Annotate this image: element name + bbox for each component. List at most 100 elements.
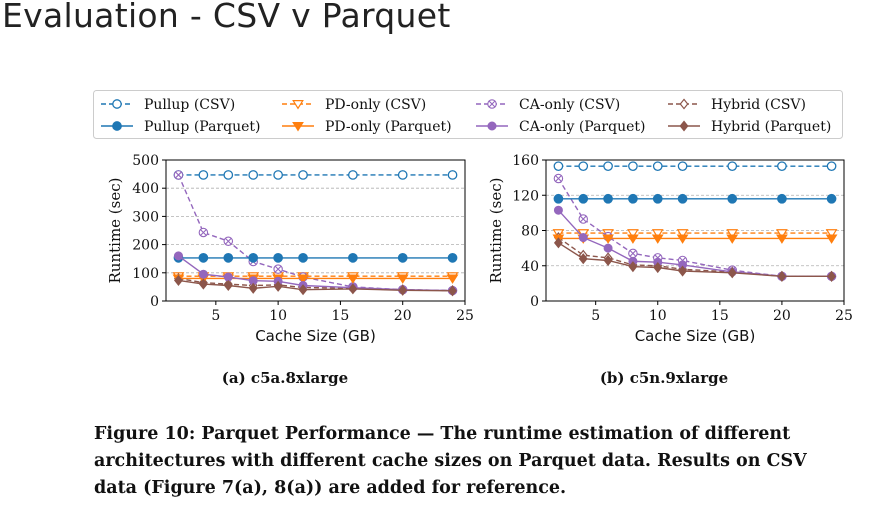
slide-title: Evaluation - CSV v Parquet — [2, 0, 451, 35]
figure-caption: Figure 10: Parquet Performance — The run… — [94, 424, 807, 498]
series-ca-only-parquet — [553, 205, 837, 281]
x-tick-label: 5 — [211, 308, 220, 324]
data-point — [628, 248, 638, 259]
data-point — [827, 270, 837, 282]
series-hybrid-parquet — [174, 274, 457, 297]
data-point — [777, 193, 787, 204]
legend-marker — [487, 121, 497, 131]
data-point — [651, 234, 664, 244]
y-axis-label: Runtime (sec) — [487, 178, 505, 284]
series-pd-only-parquet — [552, 234, 838, 244]
data-point — [678, 265, 688, 277]
x-tick-label: 25 — [456, 308, 474, 324]
data-point — [627, 229, 639, 239]
subfigure-caption: (b) c5n.9xlarge — [600, 369, 728, 387]
data-point — [198, 227, 209, 238]
data-point — [223, 272, 233, 282]
legend-marker — [292, 100, 304, 110]
data-point — [248, 282, 258, 294]
data-point — [652, 193, 663, 204]
data-point — [198, 170, 209, 180]
legend-label: CA-only (CSV) — [519, 97, 620, 113]
data-point — [248, 170, 259, 180]
series-hybrid-csv — [553, 231, 837, 282]
data-point — [652, 161, 663, 172]
legend-marker — [112, 121, 122, 131]
data-point — [173, 170, 184, 180]
y-tick-label: 40 — [521, 259, 539, 275]
data-point — [826, 193, 837, 204]
data-point — [198, 278, 208, 290]
y-tick-label: 200 — [132, 238, 159, 254]
legend-label: Pullup (Parquet) — [144, 119, 260, 135]
y-tick-label: 400 — [132, 181, 159, 197]
data-point — [727, 193, 738, 204]
series-pullup-parquet — [173, 253, 458, 263]
data-point — [397, 170, 408, 180]
data-point — [578, 214, 588, 224]
data-point — [603, 161, 613, 172]
data-point — [223, 279, 233, 292]
data-point — [448, 285, 457, 297]
x-tick-label: 15 — [711, 308, 729, 324]
series-pullup-parquet — [553, 193, 837, 204]
data-point — [298, 253, 308, 263]
figure-canvas: Pullup (CSV) PD-only (CSV) CA-only (CSV) Hy… — [93, 90, 853, 387]
data-point — [603, 243, 613, 253]
data-point — [826, 161, 837, 172]
data-point — [578, 253, 588, 265]
x-tick-label: 20 — [394, 308, 412, 324]
data-point — [553, 173, 564, 184]
data-point — [726, 234, 739, 244]
data-point — [603, 254, 613, 267]
y-tick-label: 160 — [512, 153, 539, 169]
data-point — [578, 161, 589, 172]
x-tick-label: 10 — [269, 308, 287, 324]
legend-item-hybrid-csv: Hybrid (CSV) — [668, 97, 806, 113]
data-point — [628, 161, 638, 172]
data-point — [348, 253, 358, 263]
y-axis-label: Runtime (sec) — [106, 178, 124, 284]
data-point — [676, 234, 689, 244]
data-point — [603, 193, 613, 204]
chart-panel-a: 0 100 200 300 400 500 5 10 15 20 25 Cache Size (GB)… — [106, 153, 474, 387]
data-point — [298, 170, 308, 180]
y-tick-label: 100 — [132, 266, 159, 282]
chart-panel-b: 0 40 80 120 160 5 10 15 20 25 Cache Size (GB) Runti… — [487, 153, 853, 387]
legend-marker — [292, 122, 304, 132]
data-point — [777, 161, 787, 172]
data-point — [628, 193, 638, 204]
series-line — [558, 242, 832, 277]
legend-label: Pullup (CSV) — [144, 97, 235, 113]
data-point — [627, 234, 639, 244]
plot-frame — [545, 159, 845, 302]
x-axis-label: Cache Size (GB) — [635, 327, 756, 345]
series-hybrid-parquet — [553, 237, 837, 282]
legend-item-hybrid-parquet: Hybrid (Parquet) — [668, 119, 831, 135]
data-point — [223, 253, 234, 263]
legend-item-pd-only-parquet: PD-only (Parquet) — [282, 119, 452, 135]
legend-label: Hybrid (Parquet) — [711, 119, 831, 135]
data-point — [174, 274, 183, 286]
y-tick-label: 80 — [521, 224, 539, 240]
data-point — [398, 284, 408, 296]
data-point — [173, 251, 183, 261]
data-point — [447, 170, 458, 180]
y-tick-label: 0 — [150, 294, 159, 310]
data-point — [677, 193, 688, 204]
legend-label: CA-only (Parquet) — [519, 119, 645, 135]
data-point — [396, 274, 409, 284]
x-tick-label: 15 — [332, 308, 350, 324]
data-point — [273, 170, 283, 180]
data-point — [553, 237, 563, 249]
data-point — [198, 269, 208, 279]
data-point — [602, 234, 614, 244]
data-point — [726, 229, 739, 239]
data-point — [776, 229, 788, 239]
data-point — [727, 267, 737, 279]
data-point — [628, 261, 638, 273]
legend-item-pullup-parquet: Pullup (Parquet) — [101, 119, 260, 135]
series-line — [557, 209, 832, 277]
legend-marker — [679, 98, 689, 110]
data-point — [348, 283, 358, 295]
